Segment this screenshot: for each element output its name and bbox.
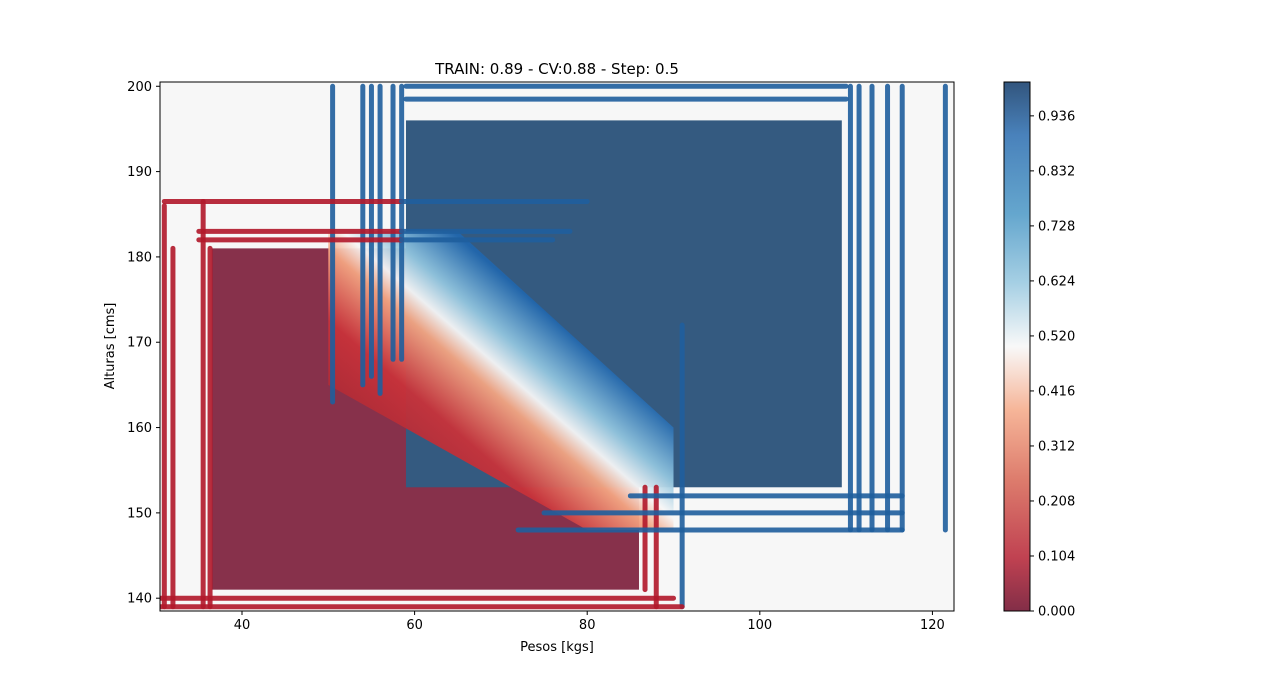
y-tick-label: 160	[127, 421, 152, 436]
x-axis-label: Pesos [kgs]	[520, 640, 594, 655]
colorbar-tick-label: 0.104	[1038, 549, 1075, 564]
colorbar-tick-label: 0.728	[1038, 219, 1075, 234]
x-axis: 40 60 80 100 120	[234, 611, 945, 633]
y-tick-label: 170	[127, 336, 152, 351]
y-tick-label: 190	[127, 165, 152, 180]
colorbar-tick-label: 0.000	[1038, 605, 1075, 620]
colorbar-tick-label: 0.936	[1038, 109, 1075, 124]
chart-title: TRAIN: 0.89 - CV:0.88 - Step: 0.5	[434, 60, 679, 78]
colorbar-tick-label: 0.624	[1038, 274, 1075, 289]
y-axis: 140 150 160 170 180 190 200	[127, 80, 160, 607]
x-tick-label: 120	[920, 618, 945, 633]
x-tick-label: 80	[579, 618, 596, 633]
y-tick-label: 150	[127, 506, 152, 521]
colorbar-tick-label: 0.208	[1038, 494, 1075, 509]
transition-band	[328, 231, 674, 530]
x-tick-label: 100	[747, 618, 772, 633]
colorbar-gradient	[1004, 82, 1030, 611]
y-tick-label: 140	[127, 592, 152, 607]
plot-frame	[159, 81, 955, 612]
colorbar-tick-label: 0.416	[1038, 384, 1075, 399]
y-tick-label: 180	[127, 250, 152, 265]
colorbar-tick-label: 0.832	[1038, 164, 1075, 179]
colorbar: 0.000 0.104 0.208 0.312 0.416 0.520 0.624 0.728…	[1003, 81, 1075, 620]
x-tick-label: 60	[406, 618, 423, 633]
colorbar-frame	[1003, 81, 1031, 612]
colorbar-tick-label: 0.312	[1038, 439, 1075, 454]
x-tick-label: 40	[234, 618, 251, 633]
plot-area	[159, 81, 955, 612]
colorbar-tick-label: 0.520	[1038, 329, 1075, 344]
y-axis-label: Alturas [cms]	[103, 303, 118, 390]
y-tick-label: 200	[127, 80, 152, 95]
